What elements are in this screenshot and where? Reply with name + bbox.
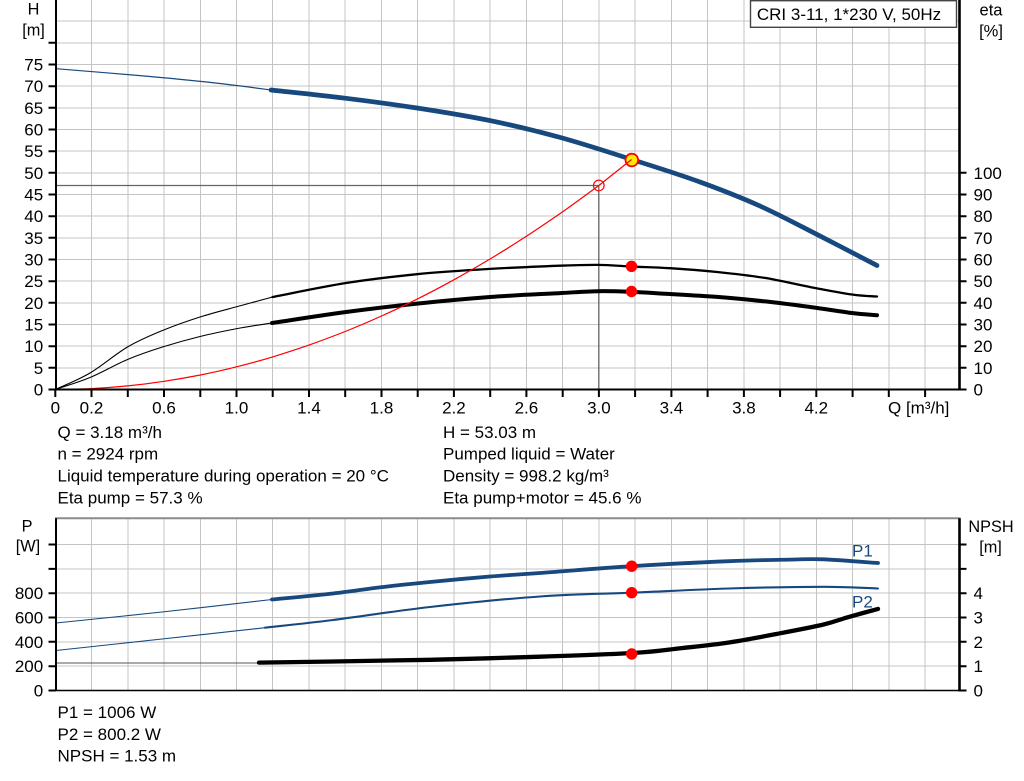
svg-text:65: 65	[24, 99, 43, 118]
svg-text:[m]: [m]	[979, 539, 1002, 557]
svg-text:60: 60	[24, 121, 43, 140]
svg-text:3.8: 3.8	[732, 399, 756, 418]
svg-text:[m]: [m]	[22, 22, 45, 40]
svg-text:Liquid temperature during oper: Liquid temperature during operation = 20…	[58, 467, 389, 486]
svg-text:NPSH = 1.53 m: NPSH = 1.53 m	[58, 747, 177, 766]
svg-text:Q [m³/h]: Q [m³/h]	[888, 399, 949, 418]
svg-text:3: 3	[974, 609, 983, 628]
svg-text:600: 600	[15, 609, 43, 628]
svg-text:70: 70	[24, 77, 43, 96]
svg-text:60: 60	[974, 251, 993, 270]
svg-text:Eta pump+motor = 45.6 %: Eta pump+motor = 45.6 %	[443, 488, 641, 507]
svg-text:NPSH: NPSH	[968, 518, 1013, 536]
svg-text:P1 = 1006 W: P1 = 1006 W	[58, 703, 157, 722]
svg-text:55: 55	[24, 142, 43, 161]
svg-text:P2: P2	[852, 593, 873, 612]
svg-text:H = 53.03 m: H = 53.03 m	[443, 423, 536, 442]
svg-text:eta: eta	[980, 2, 1004, 20]
svg-text:n = 2924 rpm: n = 2924 rpm	[58, 445, 159, 464]
svg-text:H: H	[28, 1, 40, 19]
svg-text:4: 4	[974, 584, 983, 603]
svg-text:Eta pump = 57.3 %: Eta pump = 57.3 %	[58, 488, 203, 507]
svg-text:2.2: 2.2	[442, 399, 466, 418]
svg-text:Q = 3.18 m³/h: Q = 3.18 m³/h	[58, 423, 162, 442]
svg-text:40: 40	[24, 207, 43, 226]
svg-text:2: 2	[974, 633, 983, 652]
svg-text:75: 75	[24, 56, 43, 75]
svg-text:1: 1	[974, 657, 983, 676]
svg-text:20: 20	[24, 294, 43, 313]
svg-text:800: 800	[15, 584, 43, 603]
svg-text:4.2: 4.2	[804, 399, 828, 418]
svg-text:100: 100	[974, 164, 1002, 183]
svg-text:P2 = 800.2 W: P2 = 800.2 W	[58, 725, 161, 744]
svg-text:Density = 998.2 kg/m³: Density = 998.2 kg/m³	[443, 467, 609, 486]
svg-text:CRI 3-11, 1*230 V, 50Hz: CRI 3-11, 1*230 V, 50Hz	[757, 5, 941, 24]
svg-text:40: 40	[974, 294, 993, 313]
svg-text:0: 0	[974, 682, 983, 701]
svg-text:1.0: 1.0	[225, 399, 249, 418]
svg-text:30: 30	[24, 251, 43, 270]
svg-text:0: 0	[34, 381, 43, 400]
svg-text:0: 0	[51, 399, 60, 418]
svg-text:25: 25	[24, 272, 43, 291]
svg-text:0: 0	[34, 682, 43, 701]
svg-text:70: 70	[974, 229, 993, 248]
svg-text:0.2: 0.2	[80, 399, 104, 418]
svg-text:50: 50	[974, 272, 993, 291]
svg-text:45: 45	[24, 186, 43, 205]
svg-text:3.4: 3.4	[660, 399, 684, 418]
svg-text:1.4: 1.4	[297, 399, 321, 418]
svg-text:80: 80	[974, 207, 993, 226]
svg-text:0.6: 0.6	[152, 399, 176, 418]
svg-text:[%]: [%]	[979, 23, 1003, 41]
svg-text:400: 400	[15, 633, 43, 652]
svg-text:P1: P1	[852, 542, 873, 561]
svg-text:P: P	[22, 518, 33, 536]
svg-text:3.0: 3.0	[587, 399, 611, 418]
svg-text:20: 20	[974, 337, 993, 356]
svg-text:30: 30	[974, 316, 993, 335]
svg-text:0: 0	[974, 381, 983, 400]
svg-text:200: 200	[15, 657, 43, 676]
svg-text:15: 15	[24, 316, 43, 335]
svg-text:Pumped liquid = Water: Pumped liquid = Water	[443, 445, 615, 464]
svg-text:2.6: 2.6	[515, 399, 539, 418]
svg-text:35: 35	[24, 229, 43, 248]
svg-text:90: 90	[974, 186, 993, 205]
svg-text:5: 5	[34, 359, 43, 378]
svg-text:10: 10	[24, 337, 43, 356]
svg-text:[W]: [W]	[16, 538, 40, 556]
svg-text:10: 10	[974, 359, 993, 378]
svg-text:50: 50	[24, 164, 43, 183]
svg-text:1.8: 1.8	[370, 399, 394, 418]
